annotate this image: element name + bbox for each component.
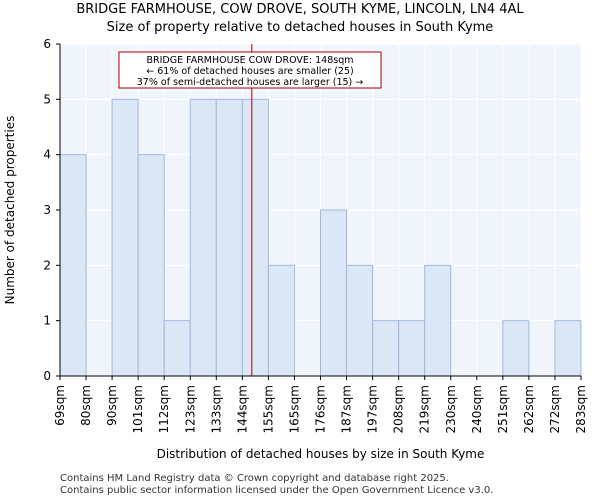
y-tick-label: 6: [43, 37, 51, 51]
bar-112sqm: [163, 320, 191, 377]
chart-subtitle: Size of property relative to detached ho…: [106, 20, 494, 35]
annotation-line2: ← 61% of detached houses are smaller (25…: [146, 66, 353, 77]
y-tick-label: 4: [43, 148, 51, 162]
bar-197sqm: [372, 320, 400, 377]
x-tick-label: 187sqm: [340, 385, 354, 433]
x-tick-label: 123sqm: [183, 385, 197, 433]
bar-219sqm: [424, 264, 452, 377]
bar-144sqm: [241, 98, 269, 377]
bar-251sqm: [502, 320, 530, 377]
x-tick-label: 208sqm: [392, 385, 406, 433]
y-tick-label: 3: [43, 203, 51, 217]
x-tick-label: 165sqm: [287, 385, 301, 433]
x-tick-label: 80sqm: [79, 385, 93, 426]
bar-101sqm: [137, 154, 165, 377]
bar-69sqm: [59, 154, 87, 377]
y-axis-label: Number of detached properties: [3, 116, 17, 305]
footer-line-1: Contains HM Land Registry data © Crown c…: [60, 473, 449, 484]
x-tick-label: 112sqm: [157, 385, 171, 433]
bar-90sqm: [111, 98, 139, 377]
y-tick-label: 0: [43, 369, 51, 383]
x-tick-label: 230sqm: [444, 385, 458, 433]
x-tick-label: 90sqm: [105, 385, 119, 426]
x-tick-label: 262sqm: [522, 385, 536, 433]
x-axis-label: Distribution of detached houses by size …: [157, 447, 485, 461]
bar-272sqm: [554, 320, 582, 377]
bar-133sqm: [215, 98, 243, 377]
y-tick-label: 1: [43, 314, 51, 328]
x-tick-label: 197sqm: [366, 385, 380, 433]
annotation-box: [118, 51, 382, 89]
x-tick-label: 101sqm: [131, 385, 145, 433]
x-tick-label: 219sqm: [418, 385, 432, 433]
bar-187sqm: [346, 264, 374, 377]
x-tick-label: 283sqm: [574, 385, 588, 433]
x-tick-label: 272sqm: [548, 385, 562, 433]
chart-title: BRIDGE FARMHOUSE, COW DROVE, SOUTH KYME,…: [76, 2, 524, 17]
x-tick-label: 240sqm: [470, 385, 484, 433]
x-tick-label: 176sqm: [314, 385, 328, 433]
x-tick-label: 144sqm: [235, 385, 249, 433]
bar-208sqm: [398, 320, 426, 377]
y-tick-label: 2: [43, 258, 51, 272]
bar-155sqm: [267, 264, 295, 377]
annotation-line1: BRIDGE FARMHOUSE COW DROVE: 148sqm: [147, 55, 354, 66]
footer-line-2: Contains public sector information licen…: [60, 485, 494, 496]
x-tick-label: 251sqm: [496, 385, 510, 433]
x-tick-label: 133sqm: [209, 385, 223, 433]
annotation-line3: 37% of semi-detached houses are larger (…: [137, 77, 364, 88]
bar-123sqm: [189, 98, 217, 377]
y-tick-label: 5: [43, 92, 51, 106]
x-tick-label: 69sqm: [53, 385, 67, 426]
bar-176sqm: [320, 209, 348, 377]
x-tick-label: 155sqm: [261, 385, 275, 433]
